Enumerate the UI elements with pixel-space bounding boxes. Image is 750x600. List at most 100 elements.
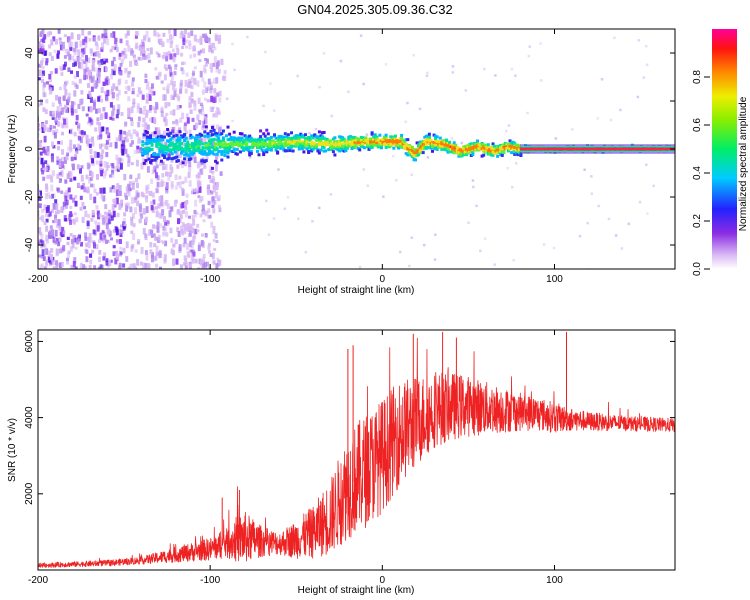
spectrogram-cell: [77, 183, 80, 187]
spectrogram-cell: [114, 141, 118, 149]
spectrogram-cell: [499, 146, 503, 150]
spectrogram-cell: [299, 135, 303, 139]
spectrogram-cell: [152, 233, 156, 237]
spectrogram-cell: [324, 140, 328, 144]
spectrogram-cell: [169, 71, 173, 77]
spectrogram-cell: [74, 47, 78, 53]
spectrogram-cell: [352, 140, 355, 143]
spectrogram-cell: [56, 106, 60, 113]
colorbar-tick-label: 0.8: [692, 70, 703, 84]
spectrogram-cell: [79, 195, 83, 200]
spectrogram-cell: [198, 120, 202, 125]
spectrogram-cell: [285, 143, 289, 147]
spectrogram-cell: [141, 94, 145, 100]
spectrogram-cell: [186, 250, 190, 257]
spectrogram-cell: [183, 255, 187, 261]
spectrogram-cell: [38, 77, 41, 81]
spectrogram-cell: [198, 109, 202, 115]
spectrogram-cell: [137, 122, 141, 128]
spectrogram-cell: [61, 131, 64, 136]
spectrogram-cell: [321, 143, 324, 147]
spectrogram-cell: [267, 233, 271, 236]
spectrogram-cell: [163, 135, 166, 139]
spectrogram-cell: [66, 49, 70, 56]
spectrogram-cell: [225, 149, 228, 153]
spectrogram-cell: [59, 44, 63, 51]
spectrogram-cell: [197, 182, 201, 188]
spectrogram-cell: [115, 197, 119, 205]
spectrogram-cell: [286, 133, 290, 137]
spectrogram-cell: [297, 147, 301, 151]
spectrogram-cell: [210, 49, 214, 54]
spectrogram-cell: [353, 141, 357, 145]
spectrogram-cell: [91, 158, 95, 164]
spectrogram-cell: [421, 139, 425, 143]
spectrogram-cell: [266, 132, 270, 136]
spectrogram-cell: [45, 185, 49, 192]
spectrogram-cell: [491, 153, 495, 157]
spectrogram-cell: [400, 144, 404, 148]
spectrogram-cell: [91, 59, 95, 67]
spectrogram-cell: [140, 247, 144, 252]
spectrogram-cell: [52, 236, 56, 243]
spectrogram-cell: [101, 42, 105, 50]
spectrogram-cell: [197, 146, 201, 150]
spectrogram-cell: [42, 176, 46, 181]
spectrogram-cell: [161, 147, 165, 151]
spectrogram-cell: [197, 267, 201, 269]
spectrogram-cell: [186, 153, 190, 157]
spectrogram-cell: [475, 204, 478, 208]
spectrogram-cell: [452, 141, 456, 145]
spectrogram-cell: [184, 136, 188, 140]
spectrogram-cell: [69, 171, 73, 179]
spectrogram-cell: [199, 169, 203, 175]
spectrogram-cell: [196, 178, 200, 185]
spectrogram-cell: [189, 223, 193, 229]
spectrogram-cell: [50, 248, 54, 253]
spectrogram-cell: [182, 39, 186, 46]
spectrogram-cell: [219, 171, 223, 176]
spectrogram-cell: [205, 210, 209, 217]
spectrogram-cell: [123, 47, 127, 55]
spectrogram-cell: [310, 149, 314, 153]
spectrogram-cell: [452, 152, 455, 156]
spectrogram-cell: [149, 105, 153, 111]
spectrogram-cell: [31, 157, 34, 161]
spectrogram-cell: [50, 176, 54, 183]
spectrogram-cell: [410, 236, 413, 239]
spectrogram-cell: [251, 145, 255, 149]
spectrogram-cell: [55, 238, 59, 244]
spectrogram-cell: [81, 216, 85, 223]
spectrogram-cell: [73, 75, 77, 79]
spectrogram-cell: [165, 232, 169, 237]
spectrogram-cell: [112, 210, 116, 218]
spectrogram-cell: [184, 149, 188, 153]
spectrogram-cell: [277, 168, 280, 171]
spectrogram-cell: [176, 144, 180, 148]
spectrogram-cell: [156, 181, 160, 188]
spectrogram-cell: [223, 141, 227, 145]
spectrogram-cell: [184, 88, 188, 94]
spectrogram-cell: [69, 178, 73, 182]
spectrogram-cell: [342, 147, 346, 150]
spectrogram-cell: [123, 130, 127, 135]
spectrogram-cell: [126, 138, 129, 143]
spectrogram-cell: [193, 53, 197, 58]
spectrogram-cell: [163, 130, 166, 136]
spectrogram-cell: [74, 200, 78, 207]
spectrogram-cell: [348, 142, 352, 146]
spectrogram-cell: [373, 133, 377, 137]
spectrogram-cell: [127, 184, 131, 192]
spectrogram-cell: [212, 208, 216, 214]
spectrogram-cell: [142, 262, 146, 269]
spectrogram-cell: [135, 42, 139, 48]
spectrogram-cell: [59, 41, 63, 45]
spectrogram-cell: [344, 149, 348, 152]
spectrogram-cell: [150, 229, 154, 235]
spectrogram-cell: [67, 92, 71, 99]
spectrogram-cell: [194, 149, 197, 153]
spectrogram-cell: [105, 261, 109, 266]
spectrogram-cell: [645, 163, 648, 166]
spectrogram-cell: [192, 219, 196, 226]
